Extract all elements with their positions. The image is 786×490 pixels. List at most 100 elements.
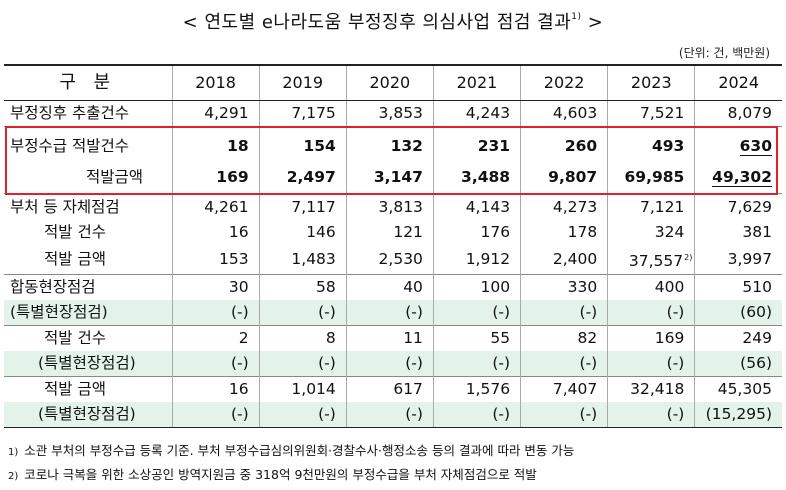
row-label: 부정수급 적발건수: [4, 126, 172, 162]
header-year: 2024: [694, 64, 782, 101]
cell: (-): [520, 402, 608, 428]
cell: 153: [171, 245, 260, 275]
cell: 330: [520, 274, 608, 300]
footnote-text: 소관 부처의 부정수급 등록 기준. 부처 부정수급심의위원회·경찰수사·행정소…: [24, 443, 575, 458]
row-label: (특별현장점검): [4, 351, 172, 377]
cell: (60): [694, 300, 782, 326]
cell: 1,576: [432, 376, 521, 402]
cell: 7,117: [258, 193, 347, 220]
cell: (-): [258, 351, 347, 377]
title-text: < 연도별 e나라도움 부정징후 의심사업 점검 결과: [182, 12, 572, 33]
row-label: 적발금액: [86, 168, 144, 186]
footnote-text: 코로나 극복을 위한 소상공인 방역지원금 중 318억 9천만원의 부정수급을…: [24, 467, 537, 482]
cell: 169: [607, 325, 695, 351]
cell: 2: [171, 325, 260, 351]
cell: 7,121: [607, 193, 695, 220]
row-label: 부정징후 추출건수: [10, 104, 130, 122]
cell: (-): [432, 300, 521, 326]
table-row: (특별현장점검) (-) (-) (-) (-) (-) (-) (56): [4, 351, 782, 377]
cell: 3,853: [345, 100, 434, 127]
row-label: (특별현장점검): [4, 300, 172, 326]
cell: (-): [432, 351, 521, 377]
row-label: 적발 금액: [44, 250, 106, 268]
header-year: 2022: [520, 64, 608, 101]
cell: 381: [694, 220, 782, 245]
cell: (-): [520, 300, 608, 326]
cell: (-): [432, 402, 521, 428]
cell: 11: [345, 325, 434, 351]
cell: 82: [520, 325, 608, 351]
unit-label: (단위: 건, 백만원): [678, 46, 770, 60]
cell: 493: [607, 126, 695, 162]
cell: 8,079: [694, 100, 782, 127]
cell: 49,302: [694, 162, 782, 194]
cell: 2,497: [258, 162, 347, 194]
cell-underlined: 630: [739, 137, 772, 156]
footnote-number: 2): [8, 471, 19, 482]
row-label: 적발 건수: [44, 223, 106, 241]
cell: 231: [432, 126, 521, 162]
cell: 617: [345, 376, 434, 402]
cell: (-): [345, 351, 434, 377]
cell: (-): [171, 300, 260, 326]
table-row: 적발 건수 16 146 121 176 178 324 381: [4, 220, 782, 245]
cell: 69,985: [607, 162, 695, 194]
header-year: 2021: [432, 64, 521, 101]
footnote: 2) 코로나 극복을 위한 소상공인 방역지원금 중 318억 9천만원의 부정수…: [8, 464, 778, 488]
cell: (15,295): [694, 402, 782, 428]
cell: (56): [694, 351, 782, 377]
cell: 45,305: [694, 376, 782, 402]
cell: 40: [345, 274, 434, 300]
cell: 400: [607, 274, 695, 300]
cell: 3,997: [694, 245, 782, 275]
table-row: 부처 등 자체점검 4,261 7,117 3,813 4,143 4,273 …: [4, 193, 782, 220]
cell: 169: [171, 162, 260, 194]
cell: 4,603: [520, 100, 608, 127]
cell: 176: [432, 220, 521, 245]
cell: (-): [607, 300, 695, 326]
cell-value: 37,557: [628, 252, 684, 270]
cell: (-): [345, 402, 434, 428]
cell: 154: [258, 126, 347, 162]
table-row: 합동현장점검 30 58 40 100 330 400 510: [4, 274, 782, 300]
cell: 9,807: [520, 162, 608, 194]
cell: 510: [694, 274, 782, 300]
cell: 324: [607, 220, 695, 245]
table-row: (특별현장점검) (-) (-) (-) (-) (-) (-) (15,295…: [4, 402, 782, 428]
table-row: 적발 금액 153 1,483 2,530 1,912 2,400 37,557…: [4, 245, 782, 275]
table-row-highlighted: 적발금액 169 2,497 3,147 3,488 9,807 69,985 …: [4, 162, 782, 194]
cell: 1,483: [258, 245, 347, 275]
cell: 16: [171, 376, 260, 402]
header-category: 구 분: [4, 64, 172, 101]
cell: 7,407: [520, 376, 608, 402]
row-label: (특별현장점검): [4, 402, 172, 428]
cell-footnote-ref: 2): [684, 253, 693, 262]
cell: 2,530: [345, 245, 434, 275]
cell: 4,261: [171, 193, 260, 220]
page-title: < 연도별 e나라도움 부정징후 의심사업 점검 결과1) >: [0, 8, 786, 34]
title-close: >: [581, 12, 604, 33]
title-footnote-ref: 1): [571, 12, 582, 22]
row-label: 적발 금액: [4, 376, 172, 402]
cell: 1,014: [258, 376, 347, 402]
cell-underlined: 49,302: [712, 168, 772, 187]
cell: 3,147: [345, 162, 434, 194]
results-table: 구 분 2018 2019 2020 2021 2022 2023 2024 부…: [4, 64, 782, 428]
cell: 146: [258, 220, 347, 245]
table-row: 적발 금액 16 1,014 617 1,576 7,407 32,418 45…: [4, 376, 782, 402]
cell: 55: [432, 325, 521, 351]
cell: 16: [171, 220, 260, 245]
header-row: 구 분 2018 2019 2020 2021 2022 2023 2024: [4, 64, 782, 101]
cell: (-): [171, 402, 260, 428]
cell: 4,291: [171, 100, 260, 127]
header-year: 2019: [258, 64, 347, 101]
cell: 1,912: [432, 245, 521, 275]
cell: 100: [432, 274, 521, 300]
cell: (-): [345, 300, 434, 326]
row-label: 적발 건수: [4, 325, 172, 351]
row-label: 합동현장점검: [4, 274, 172, 300]
cell: 249: [694, 325, 782, 351]
table-row: (특별현장점검) (-) (-) (-) (-) (-) (-) (60): [4, 300, 782, 326]
table-row: 부정징후 추출건수 4,291 7,175 3,853 4,243 4,603 …: [4, 100, 782, 127]
cell: 7,175: [258, 100, 347, 127]
